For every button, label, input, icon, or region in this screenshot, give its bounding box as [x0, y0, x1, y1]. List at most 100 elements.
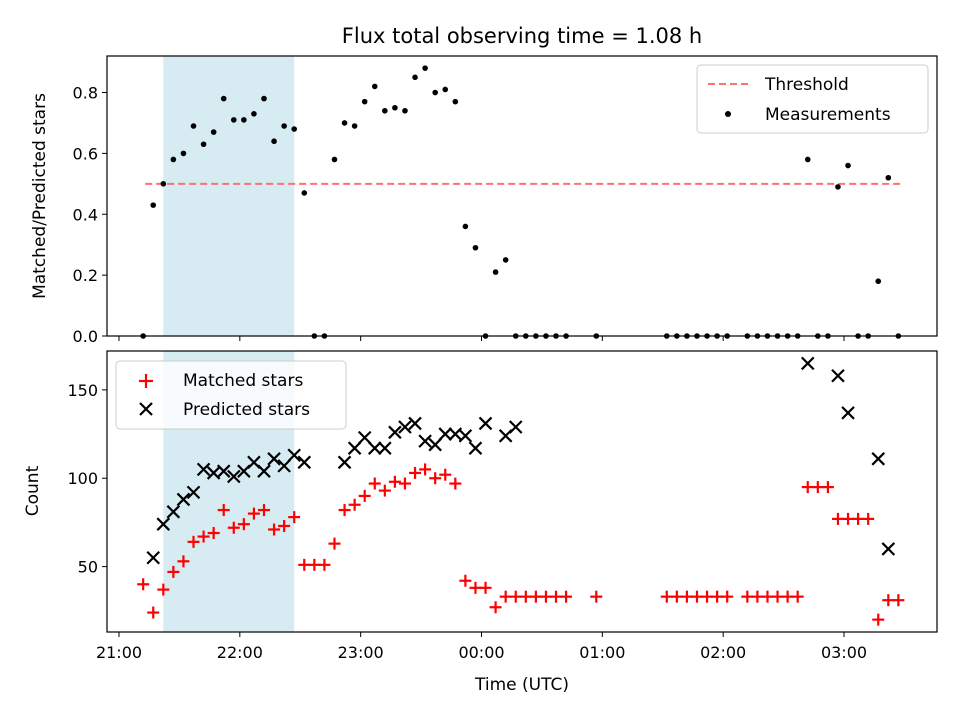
measurement-point: [200, 141, 207, 148]
measurement-point: [371, 83, 378, 90]
predicted-star-point: [277, 459, 291, 473]
measurement-point: [462, 223, 469, 230]
measurement-point: [432, 89, 438, 96]
predicted-star-point: [408, 416, 422, 431]
measurement-point: [180, 150, 187, 157]
x-tick-label: 02:00: [700, 643, 746, 662]
matched-star-point: [258, 504, 270, 517]
measurement-point: [241, 117, 247, 123]
legend-measurements-swatch: [725, 111, 731, 117]
matched-star-point: [187, 535, 200, 548]
matched-star-point: [268, 523, 281, 536]
matched-star-point: [862, 512, 875, 525]
top-legend-box: [696, 64, 929, 134]
matched-star-point: [298, 558, 311, 571]
predicted-star-point: [337, 455, 352, 470]
matched-star-point: [701, 590, 714, 603]
predicted-star-point: [508, 420, 523, 434]
matched-star-point: [499, 590, 512, 603]
matched-star-point: [137, 578, 150, 591]
predicted-star-point: [438, 427, 453, 441]
matched-star-point: [590, 590, 603, 603]
bottom-x-ticks: 21:00 22:00 23:00 00:00 01:00 02:00 03:00: [96, 632, 867, 662]
predicted-star-point: [458, 429, 473, 443]
predicted-star-point: [881, 542, 896, 556]
matched-star-point: [852, 512, 865, 525]
x-tick-label: 21:00: [96, 643, 142, 662]
y-tick-label: 0.0: [73, 327, 98, 346]
matched-star-point: [308, 558, 321, 571]
matched-star-point: [409, 466, 422, 479]
predicted-star-point: [216, 464, 231, 478]
matched-star-point: [247, 507, 260, 520]
predicted-star-point: [156, 517, 171, 531]
measurement-point: [875, 278, 882, 285]
predicted-star-point: [871, 452, 886, 466]
predicted-star-point: [388, 425, 402, 440]
matched-star-point: [791, 590, 804, 603]
matched-star-point: [751, 590, 764, 603]
matched-star-point: [539, 590, 552, 603]
measurement-point: [220, 95, 227, 102]
measurement-point: [351, 123, 358, 129]
x-axis-label: Time (UTC): [474, 675, 569, 695]
y-tick-label: 50: [78, 558, 98, 577]
measurement-point: [160, 181, 167, 187]
x-tick-label: 03:00: [821, 643, 867, 662]
predicted-star-point: [166, 505, 181, 519]
predicted-star-point: [196, 462, 211, 477]
matched-star-point: [197, 530, 210, 543]
matched-star-point: [680, 590, 693, 603]
y-tick-label: 0.2: [73, 266, 98, 285]
matched-star-point: [348, 498, 361, 511]
legend-threshold-label: Threshold: [764, 75, 849, 95]
matched-star-point: [560, 590, 573, 603]
top-x-ticks: [118, 336, 845, 341]
matched-star-point: [227, 521, 240, 534]
top-legend: Threshold Measurements: [696, 64, 929, 134]
matched-star-point: [167, 565, 180, 578]
bottom-legend: Matched stars Predicted stars: [115, 360, 347, 430]
bottom-axes-frame: [106, 350, 938, 633]
matched-star-point: [882, 594, 895, 607]
predicted-star-point: [267, 452, 281, 466]
matched-star-point: [278, 519, 291, 532]
count-points: [137, 356, 905, 626]
matched-star-point: [519, 590, 532, 603]
measurement-point: [251, 111, 257, 117]
matched-star-point: [388, 475, 401, 488]
predicted-star-point: [297, 455, 312, 470]
measurement-point: [442, 86, 449, 93]
matched-star-point: [811, 481, 824, 494]
measurement-point: [291, 126, 298, 132]
matched-star-point: [509, 590, 522, 603]
measurement-point: [835, 184, 841, 190]
measurement-point: [422, 65, 428, 71]
predicted-star-point: [478, 416, 493, 431]
matched-star-point: [842, 512, 855, 525]
matched-star-point: [489, 601, 502, 614]
y-tick-label: 100: [67, 469, 98, 488]
matched-star-point: [801, 481, 814, 494]
measurement-point: [341, 120, 348, 126]
matched-star-point: [690, 590, 703, 603]
figure-title: Flux total observing time = 1.08 h: [342, 24, 702, 48]
predicted-star-point: [468, 441, 483, 455]
matched-star-point: [721, 590, 734, 603]
y-tick-label: 0.8: [73, 84, 98, 103]
measurement-point: [402, 107, 408, 114]
predicted-star-point: [176, 492, 191, 507]
predicted-star-point: [378, 441, 392, 455]
bottom-y-ticks: 50 100 150: [67, 381, 107, 577]
x-tick-label: 22:00: [217, 643, 263, 662]
top-y-label: Matched/Predicted stars: [30, 93, 50, 299]
legend-measurements-label: Measurements: [765, 105, 891, 125]
measurement-point: [392, 104, 398, 111]
matched-star-point: [318, 558, 331, 571]
matched-star-point: [892, 594, 905, 607]
measurement-point: [412, 74, 418, 81]
matched-star-point: [147, 606, 160, 619]
matched-star-point: [429, 472, 442, 485]
predicted-star-point: [347, 441, 362, 455]
